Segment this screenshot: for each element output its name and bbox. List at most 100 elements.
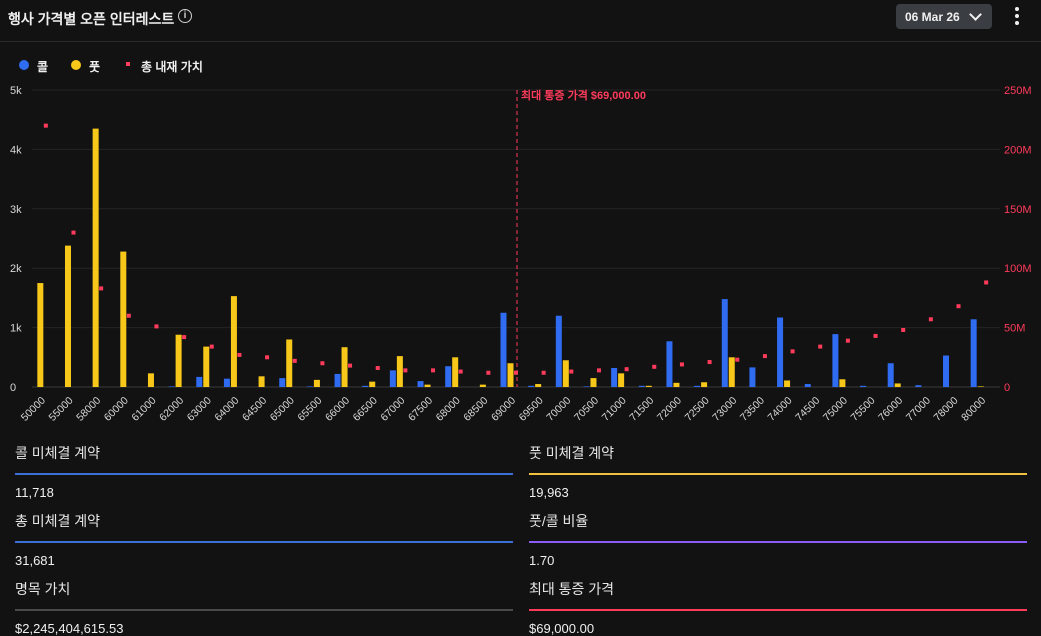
put-bar <box>313 379 320 387</box>
put-bar <box>230 296 237 387</box>
call-bar <box>943 355 950 387</box>
x-tick-label: 76000 <box>876 395 905 424</box>
x-tick-label: 63000 <box>185 395 214 424</box>
put-dot-icon <box>71 60 81 70</box>
call-bar <box>196 376 203 387</box>
page-title: 행사 가격별 오픈 인터레스트 <box>8 11 175 27</box>
x-tick-label: 70000 <box>544 395 573 424</box>
call-bar <box>666 341 673 387</box>
stat-underline <box>15 541 513 543</box>
stat-notional-value: 명목 가치 $2,245,404,615.53 <box>15 579 513 636</box>
call-bar <box>445 366 452 387</box>
intrinsic-value-point <box>873 333 878 338</box>
x-tick-label: 64500 <box>240 395 269 424</box>
more-vertical-icon[interactable] <box>1012 7 1022 27</box>
intrinsic-value-point <box>596 368 601 373</box>
call-bar <box>638 385 645 387</box>
stat-call-oi: 콜 미체결 계약 11,718 <box>15 443 513 500</box>
put-bar <box>479 384 486 387</box>
open-interest-chart: 0 1k 2k 3k 4k 5k 0 50M 100M 150M 200M 250M 500005500… <box>10 85 1032 424</box>
max-pain-label: 최대 통증 가격 $69,000.00 <box>521 88 646 102</box>
call-bar <box>915 385 922 387</box>
x-tick-label: 66500 <box>351 395 380 424</box>
put-bar <box>701 382 708 387</box>
call-bar <box>694 385 701 387</box>
stat-max-pain: 최대 통증 가격 $69,000.00 <box>529 579 1027 636</box>
x-tick-label: 73500 <box>738 395 767 424</box>
intrinsic-value-point <box>928 317 933 322</box>
expiry-date-select[interactable]: 06 Mar 26 <box>896 4 992 29</box>
x-tick-label: 65500 <box>295 395 324 424</box>
call-bar <box>362 385 369 387</box>
intrinsic-value-point <box>514 370 518 375</box>
intrinsic-value-point <box>431 368 436 373</box>
put-bar <box>784 380 791 387</box>
call-bar <box>528 385 535 387</box>
x-tick-label: 68500 <box>461 395 490 424</box>
y-right-tick-label: 250M <box>1004 85 1032 97</box>
x-tick-label: 50000 <box>19 395 48 424</box>
stat-underline <box>15 473 513 475</box>
call-bar <box>970 319 977 387</box>
stat-value: 31,681 <box>15 553 55 568</box>
x-tick-label: 67500 <box>406 395 435 424</box>
call-bar <box>832 334 839 387</box>
intrinsic-value-point <box>209 344 214 349</box>
stat-value: $2,245,404,615.53 <box>15 621 124 636</box>
info-icon[interactable]: i <box>178 9 192 23</box>
call-bar <box>389 370 396 387</box>
intrinsic-value-point <box>320 361 325 366</box>
stat-value: 11,718 <box>15 485 54 500</box>
intrinsic-square-icon <box>126 62 130 66</box>
put-bar <box>562 360 569 387</box>
y-left-tick-label: 0 <box>10 382 16 394</box>
intrinsic-value-point <box>458 369 463 374</box>
stat-value: 1.70 <box>529 553 555 568</box>
intrinsic-value-point <box>486 370 491 375</box>
x-tick-label: 72500 <box>683 395 712 424</box>
intrinsic-value-point <box>375 365 380 370</box>
put-bar <box>396 356 403 387</box>
header-bar: 행사 가격별 오픈 인터레스트 i 06 Mar 26 <box>0 0 1041 42</box>
intrinsic-value-point <box>984 280 989 285</box>
y-left-tick-label: 2k <box>10 263 22 275</box>
x-tick-label: 69500 <box>517 395 546 424</box>
chevron-down-icon <box>969 8 982 21</box>
x-tick-label: 64000 <box>212 395 241 424</box>
put-bar <box>175 334 182 387</box>
stat-underline <box>15 609 513 611</box>
x-tick-label: 66000 <box>323 395 352 424</box>
put-bar <box>341 347 348 387</box>
stat-label: 콜 미체결 계약 <box>15 445 101 461</box>
put-bar <box>203 346 210 387</box>
stat-label: 최대 통증 가격 <box>529 581 615 597</box>
x-tick-label: 75500 <box>849 395 878 424</box>
x-tick-label: 80000 <box>959 395 988 424</box>
call-bar <box>887 363 894 387</box>
stat-put-call-ratio: 풋/콜 비율 1.70 <box>529 511 1027 568</box>
intrinsic-value-point <box>569 369 574 374</box>
stat-label: 풋 미체결 계약 <box>529 445 615 461</box>
intrinsic-value-point <box>71 230 76 235</box>
y-right-tick-label: 150M <box>1004 204 1032 216</box>
put-bar <box>728 357 735 387</box>
y-left-tick-label: 5k <box>10 85 22 97</box>
x-tick-label: 77000 <box>904 395 933 424</box>
intrinsic-value-point <box>845 338 850 343</box>
put-bar <box>977 386 984 387</box>
call-dot-icon <box>19 60 29 70</box>
intrinsic-value-point <box>707 360 712 365</box>
put-bar <box>673 382 680 387</box>
call-bar <box>555 315 562 387</box>
call-bar <box>611 367 618 387</box>
x-tick-label: 60000 <box>102 395 131 424</box>
x-tick-label: 74000 <box>766 395 795 424</box>
put-bar <box>507 363 514 387</box>
legend-call-label: 콜 <box>37 60 49 74</box>
x-tick-label: 62000 <box>157 395 186 424</box>
x-tick-label: 75000 <box>821 395 850 424</box>
y-left-tick-label: 1k <box>10 323 22 335</box>
put-bar <box>258 376 265 387</box>
call-bar <box>500 312 507 387</box>
x-tick-label: 74500 <box>793 395 822 424</box>
